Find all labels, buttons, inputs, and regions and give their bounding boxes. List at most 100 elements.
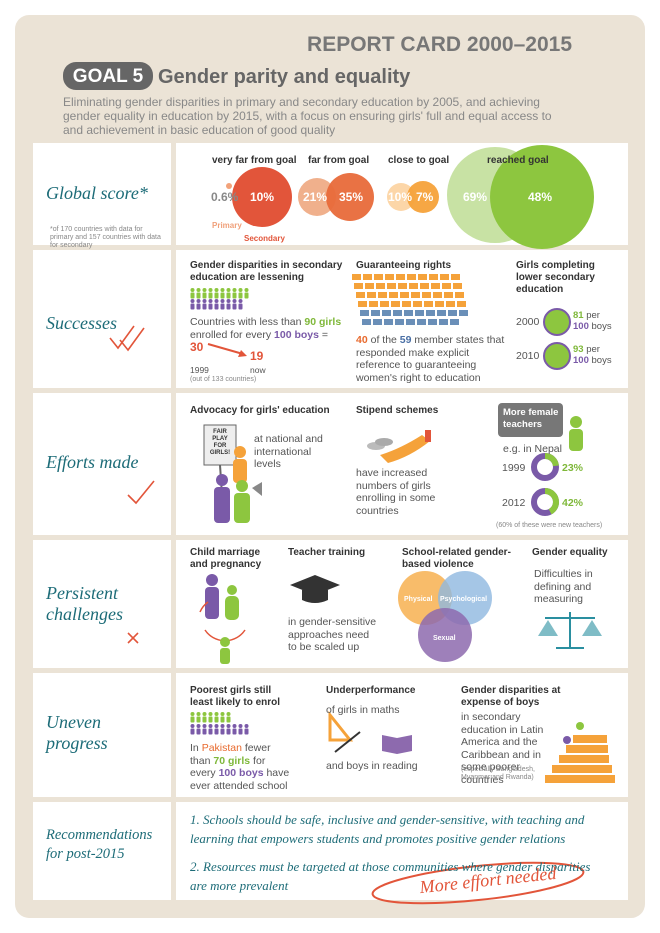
person-head <box>208 299 213 303</box>
item-title: Girls completing lower secondary educati… <box>516 260 595 295</box>
person-head <box>208 724 213 728</box>
year: 2000 <box>516 316 540 328</box>
person-head <box>238 724 243 728</box>
person-head <box>244 724 249 728</box>
item-title: Advocacy for girls' education <box>190 405 330 416</box>
text: per <box>586 310 600 321</box>
item-text: Difficulties in defining and measuring <box>534 568 593 605</box>
secondary-label: Secondary <box>244 234 285 243</box>
item-text: 40 of the 59 member states that responde… <box>356 334 506 384</box>
note: (especially Bangladesh, Myanmar and Rwan… <box>461 766 535 781</box>
secondary-value: 35% <box>339 190 364 204</box>
person-body <box>238 292 243 299</box>
row-label: Successes <box>46 313 117 333</box>
flag <box>371 310 380 316</box>
primary-value: 69% <box>463 190 488 204</box>
person-body <box>196 303 201 310</box>
ratio: 81 per 100 boys <box>573 310 612 332</box>
pictograms <box>190 274 468 735</box>
person-body <box>214 728 219 735</box>
note: (60% of these were new teachers) <box>496 522 603 529</box>
before-value: 30 <box>190 340 204 354</box>
flag <box>378 292 387 298</box>
recommendation: 1. Schools should be safe, inclusive and… <box>190 812 585 846</box>
flag <box>373 319 382 325</box>
flag <box>435 301 444 307</box>
item-title: Guaranteeing rights <box>356 260 452 271</box>
flag <box>413 301 422 307</box>
person-body <box>226 303 231 310</box>
ratio: 93 per 100 boys <box>573 344 612 366</box>
person-head <box>220 712 225 716</box>
highlight: 90 girls <box>304 316 342 328</box>
note: (out of 133 countries) <box>190 376 257 383</box>
flag <box>451 274 460 280</box>
item-text: In Pakistan fewer than 70 girls for ever… <box>190 742 290 792</box>
item-text: at national and international levels <box>254 433 323 470</box>
person-head <box>232 299 237 303</box>
flag <box>428 319 437 325</box>
person-head <box>226 288 231 292</box>
flag <box>389 292 398 298</box>
person-body <box>202 303 207 310</box>
flag <box>407 274 416 280</box>
text: of the <box>367 334 400 346</box>
item-title: Gender disparities in secondary educatio… <box>190 260 343 283</box>
flag <box>426 310 435 316</box>
recommendation: 2. Resources must be targeted at those c… <box>190 859 591 893</box>
text: boys <box>591 321 612 332</box>
flag <box>395 319 404 325</box>
flag <box>404 310 413 316</box>
person-body <box>214 716 219 723</box>
item-title: Stipend schemes <box>356 405 439 416</box>
person-head <box>238 288 243 292</box>
venn-label: Sexual <box>433 635 456 642</box>
flag <box>415 310 424 316</box>
person-head <box>244 288 249 292</box>
item-title: School-related gender-based violence <box>402 547 511 570</box>
boys: 100 <box>573 355 589 366</box>
flag <box>411 292 420 298</box>
flag <box>433 292 442 298</box>
flag <box>446 301 455 307</box>
person-body <box>220 728 225 735</box>
text: fewer than <box>190 742 271 767</box>
person-body <box>220 716 225 723</box>
girls: 81 <box>573 310 584 321</box>
year: 1999 <box>502 462 526 474</box>
flag <box>369 301 378 307</box>
person-head <box>196 712 201 716</box>
person-head <box>226 724 231 728</box>
flag <box>439 319 448 325</box>
flag <box>418 274 427 280</box>
primary-label: Primary <box>212 221 242 230</box>
level-name: close to goal <box>388 155 450 166</box>
flag <box>358 301 367 307</box>
person-body <box>220 303 225 310</box>
item-text: Countries with less than 90 girls enroll… <box>190 316 350 341</box>
flag <box>409 283 418 289</box>
level-name: reached goal <box>487 155 549 166</box>
person-body <box>220 292 225 299</box>
after-label: now <box>250 365 266 375</box>
text: enrolled for every <box>190 328 275 341</box>
sign-text: FAIR PLAY FOR GIRLS! <box>209 429 231 456</box>
flag <box>422 292 431 298</box>
person-body <box>196 292 201 299</box>
level-name: far from goal <box>308 155 370 166</box>
flag <box>442 283 451 289</box>
person-head <box>202 712 207 716</box>
row-label: Recommendations for post-2015 <box>46 827 153 862</box>
person-body <box>202 728 207 735</box>
person-head <box>208 288 213 292</box>
flag <box>437 310 446 316</box>
item-text: in secondary education in Latin America … <box>461 711 544 786</box>
primary-value: 0.6% <box>211 190 239 204</box>
boys: 100 <box>573 321 589 332</box>
item-text: have increased numbers of girls enrollin… <box>356 467 436 517</box>
person-head <box>190 724 195 728</box>
flag <box>362 319 371 325</box>
person-body <box>238 728 243 735</box>
goal-heading: Gender parity and equality <box>158 66 411 88</box>
flag <box>420 283 429 289</box>
